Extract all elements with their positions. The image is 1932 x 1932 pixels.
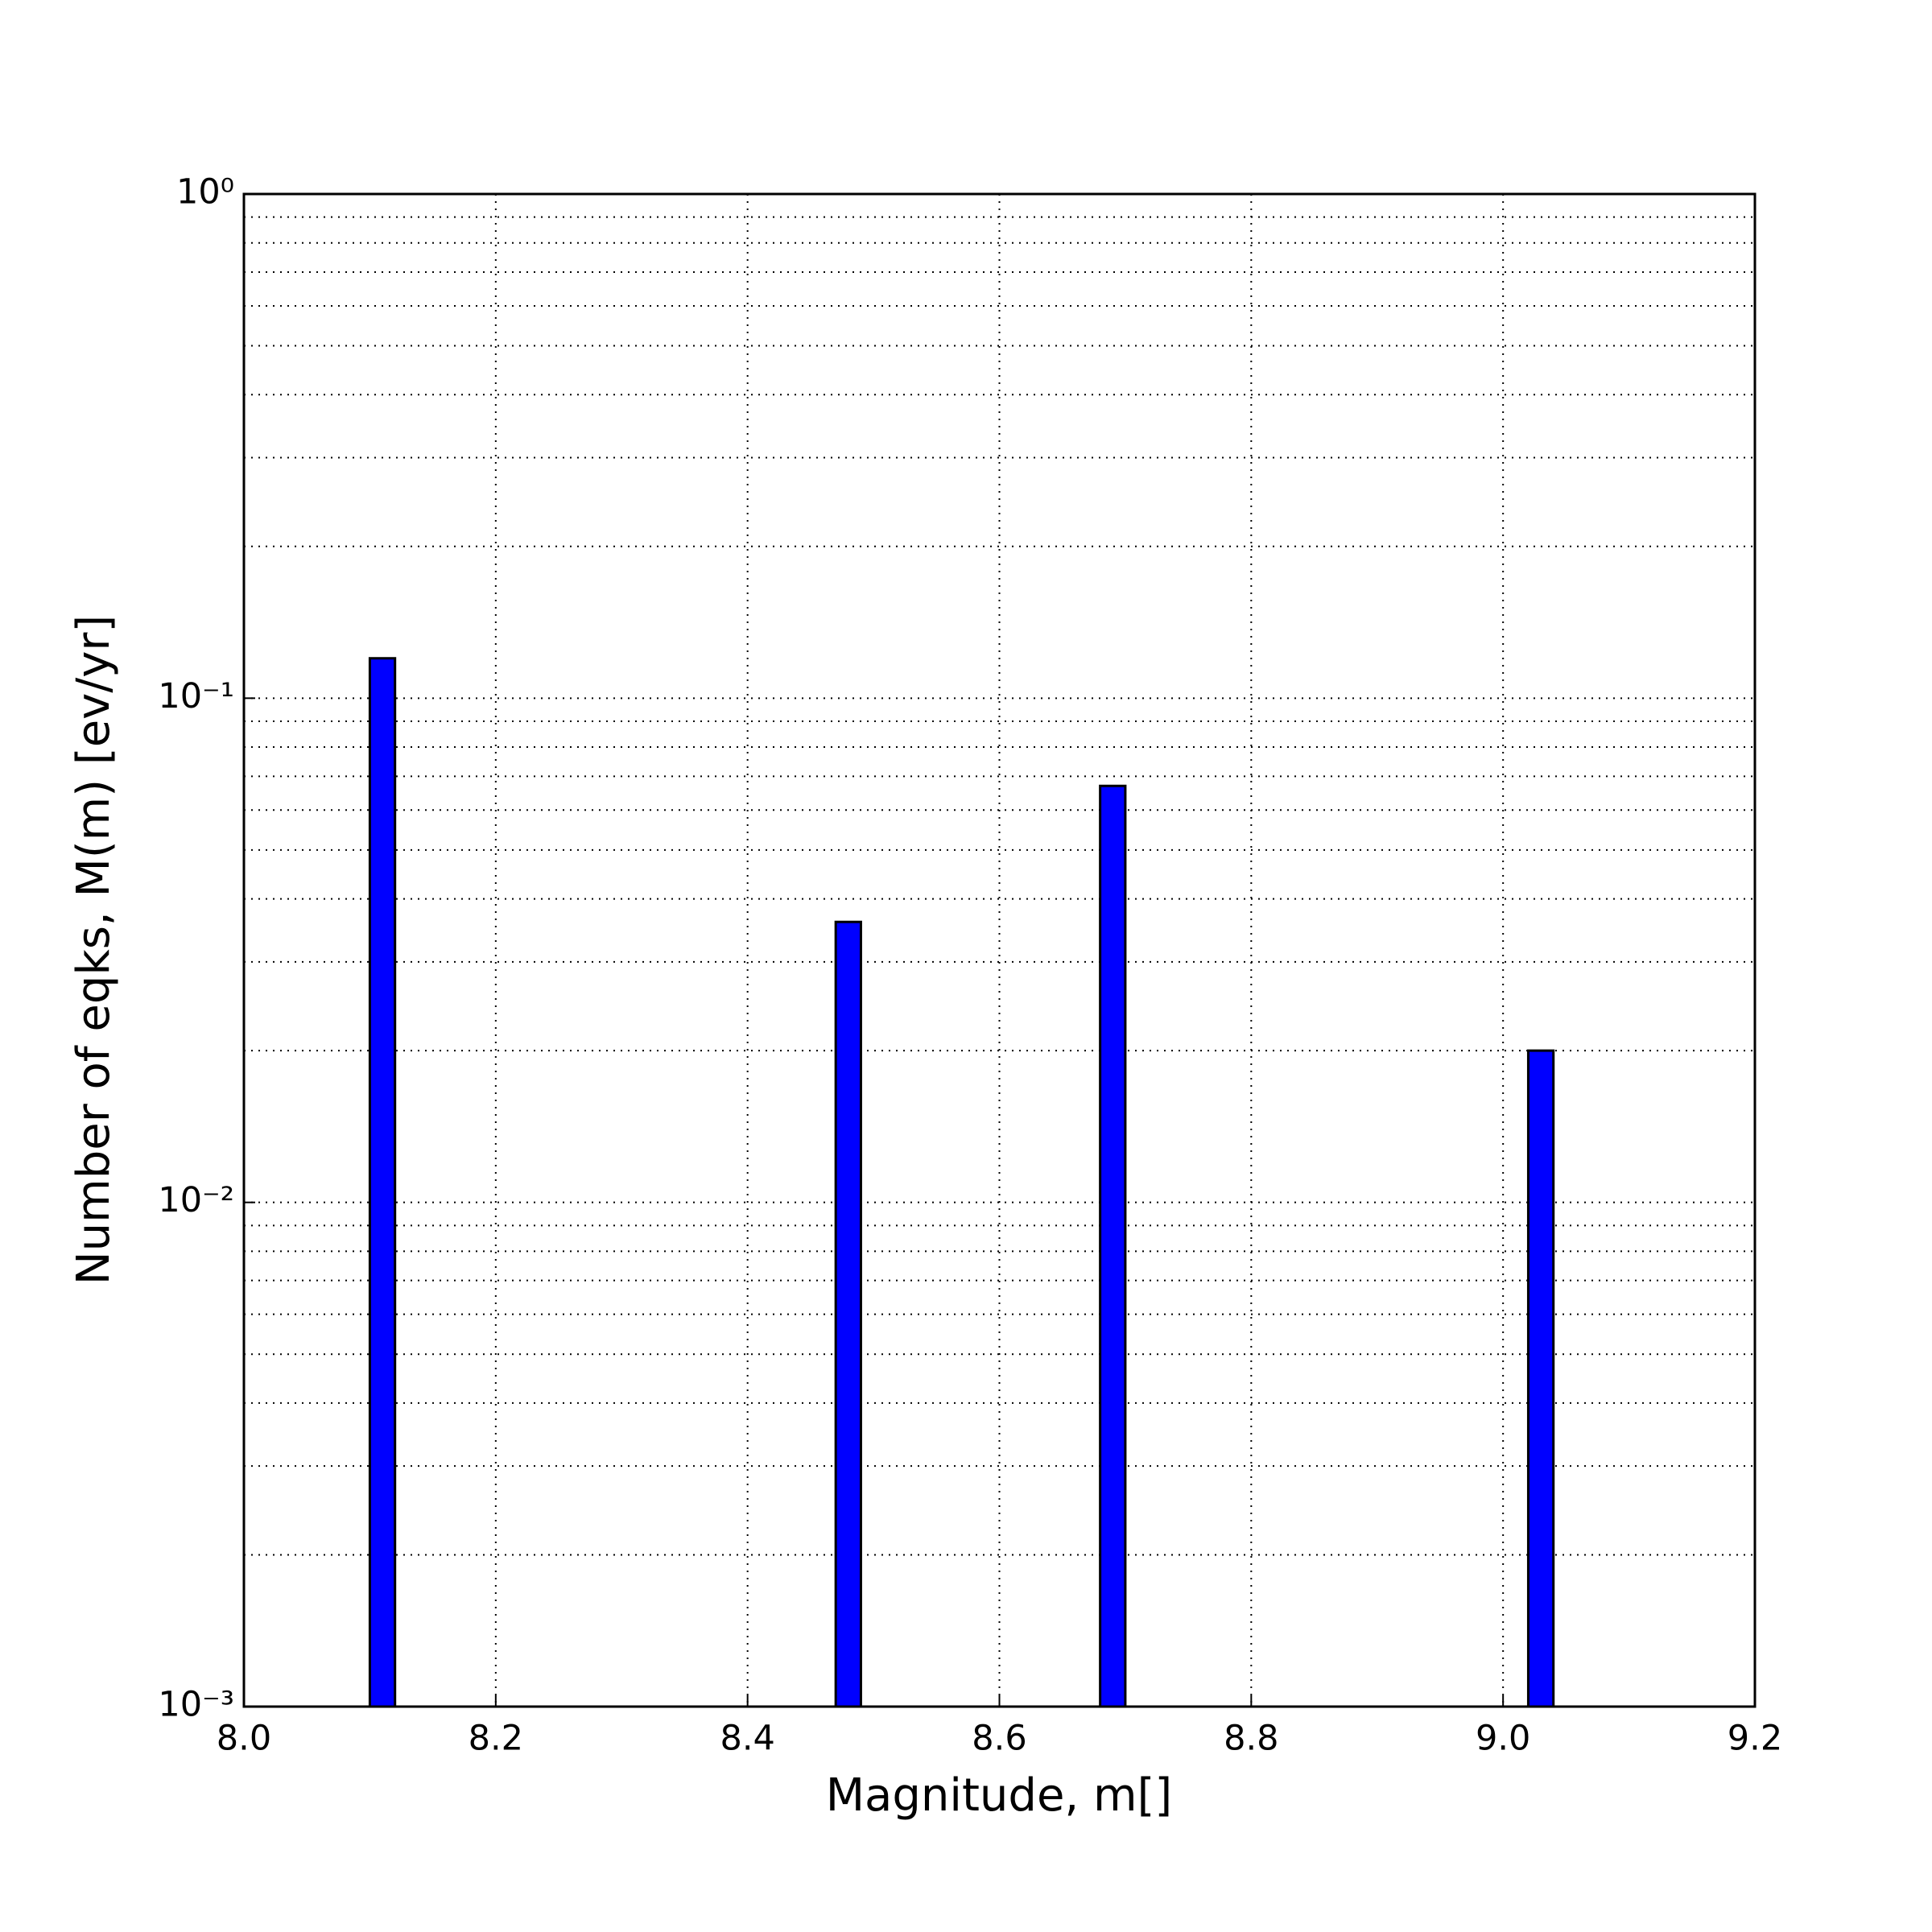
bar xyxy=(368,657,397,1708)
y-tick-label: 10⁻² xyxy=(158,1180,234,1220)
y-tick-label: 10⁰ xyxy=(176,172,234,213)
bar xyxy=(1099,784,1127,1708)
x-tick-label: 8.8 xyxy=(1224,1719,1278,1759)
x-tick-label: 8.0 xyxy=(217,1719,271,1759)
x-tick-label: 9.2 xyxy=(1728,1719,1782,1759)
y-tick-label: 10⁻¹ xyxy=(158,676,234,716)
x-axis-label: Magnitude, m[] xyxy=(826,1769,1173,1822)
y-axis-label: Number of eqks, M(m) [ev/yr] xyxy=(68,615,120,1285)
x-tick-label: 8.4 xyxy=(720,1719,774,1759)
x-tick-label: 8.2 xyxy=(469,1719,523,1759)
x-tick-label: 8.6 xyxy=(972,1719,1026,1759)
bar xyxy=(834,920,862,1708)
y-tick-label: 10⁻³ xyxy=(158,1685,234,1725)
bar xyxy=(1526,1049,1555,1708)
plot-frame xyxy=(242,192,1757,1708)
x-tick-label: 9.0 xyxy=(1476,1719,1530,1759)
